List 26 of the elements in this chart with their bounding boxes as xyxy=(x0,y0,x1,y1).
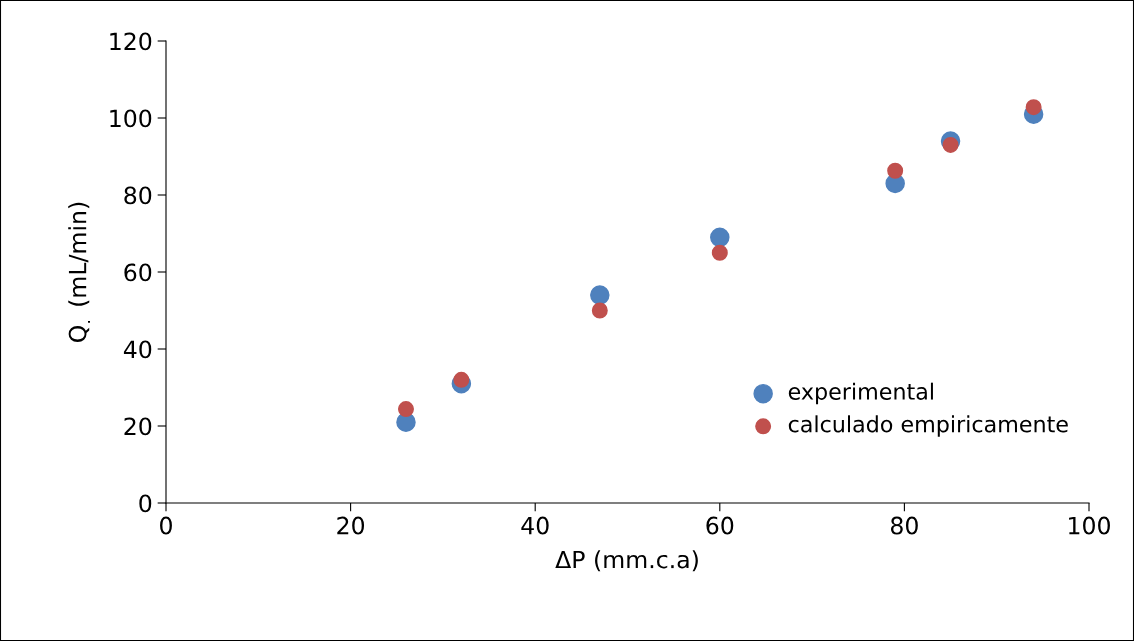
y-tick-label: 20 xyxy=(124,417,152,436)
x-tick-label: 60 xyxy=(706,516,734,535)
x-tick-label: 80 xyxy=(890,516,918,535)
point xyxy=(398,401,414,418)
y-axis-title: Q$_{.}$ (mL/min) xyxy=(68,202,91,342)
point xyxy=(942,136,959,153)
legend-label: calculado empiricamente xyxy=(788,415,1068,437)
point xyxy=(453,371,470,388)
point xyxy=(887,162,904,179)
y-tick-label: 100 xyxy=(110,109,152,128)
y-tick-label: 120 xyxy=(110,32,152,51)
y-tick-label: 60 xyxy=(124,263,152,282)
point xyxy=(590,285,610,305)
x-tick-label: 20 xyxy=(337,516,365,535)
y-tick-label: 0 xyxy=(139,494,152,513)
x-axis-title: ΔP (mm.c.a) xyxy=(555,550,698,572)
point xyxy=(711,244,728,261)
y-tick-label: 40 xyxy=(123,340,152,359)
point xyxy=(710,227,730,248)
x-tick-label: 0 xyxy=(160,516,172,535)
x-tick-label: 40 xyxy=(521,516,549,535)
point xyxy=(1025,99,1042,116)
point xyxy=(591,302,608,319)
x-tick-label: 100 xyxy=(1069,516,1110,535)
legend-label: experimental xyxy=(788,382,933,405)
y-tick-label: 80 xyxy=(124,186,152,205)
